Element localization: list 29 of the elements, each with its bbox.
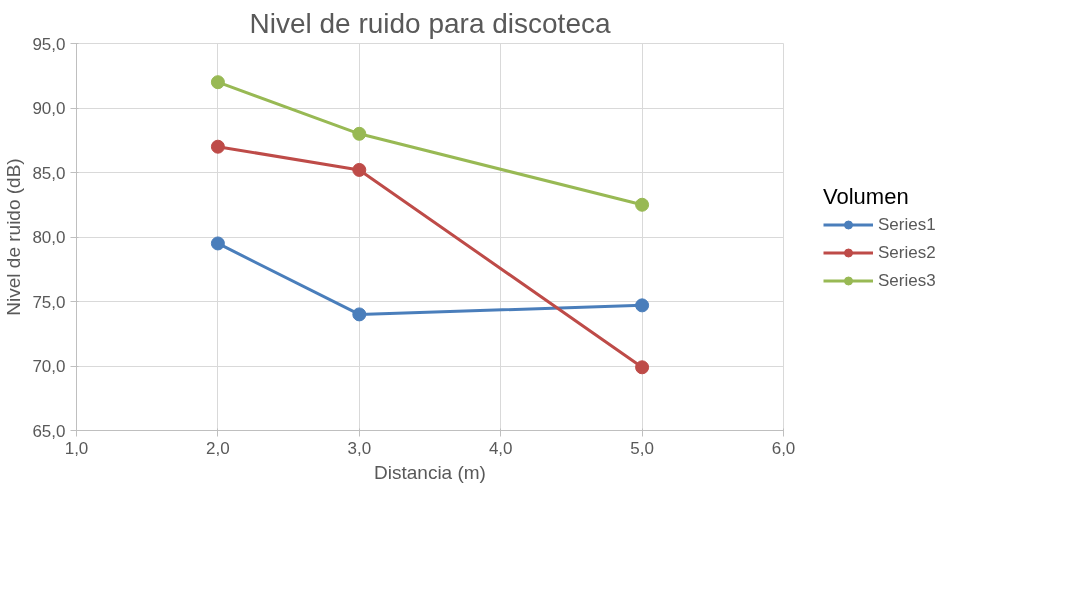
x-tick-label: 4,0 bbox=[488, 438, 513, 458]
x-tick-label: 1,0 bbox=[64, 438, 89, 458]
point bbox=[210, 75, 225, 90]
point bbox=[352, 126, 367, 141]
x-tick-label: 5,0 bbox=[630, 438, 654, 458]
point bbox=[635, 360, 650, 375]
point bbox=[352, 307, 367, 322]
y-tick-label: 90,0 bbox=[32, 99, 66, 118]
legend-title: Volumen bbox=[823, 183, 910, 209]
legend-label: Series3 bbox=[878, 270, 936, 290]
chart-title: Nivel de ruido para discoteca bbox=[249, 7, 611, 39]
x-tick-label: 3,0 bbox=[347, 438, 372, 458]
y-tick-label: 85,0 bbox=[32, 163, 66, 183]
point bbox=[210, 139, 225, 154]
y-tick-label: 75,0 bbox=[32, 292, 66, 312]
point bbox=[635, 197, 650, 212]
y-axis-title: Nivel de ruido (dB) bbox=[3, 158, 25, 316]
legend-label: Series2 bbox=[878, 242, 936, 262]
y-tick-label: 70,0 bbox=[32, 357, 66, 376]
point bbox=[635, 298, 650, 313]
point bbox=[352, 162, 367, 177]
y-tick-label: 80,0 bbox=[32, 228, 66, 247]
x-axis-title: Distancia (m) bbox=[374, 461, 486, 483]
y-tick-label: 65,0 bbox=[32, 421, 66, 441]
x-tick-label: 6,0 bbox=[771, 438, 796, 458]
legend-label: Series1 bbox=[878, 214, 936, 234]
x-tick-label: 2,0 bbox=[206, 438, 230, 458]
y-tick-label: 95,0 bbox=[32, 34, 66, 54]
point bbox=[210, 236, 225, 251]
